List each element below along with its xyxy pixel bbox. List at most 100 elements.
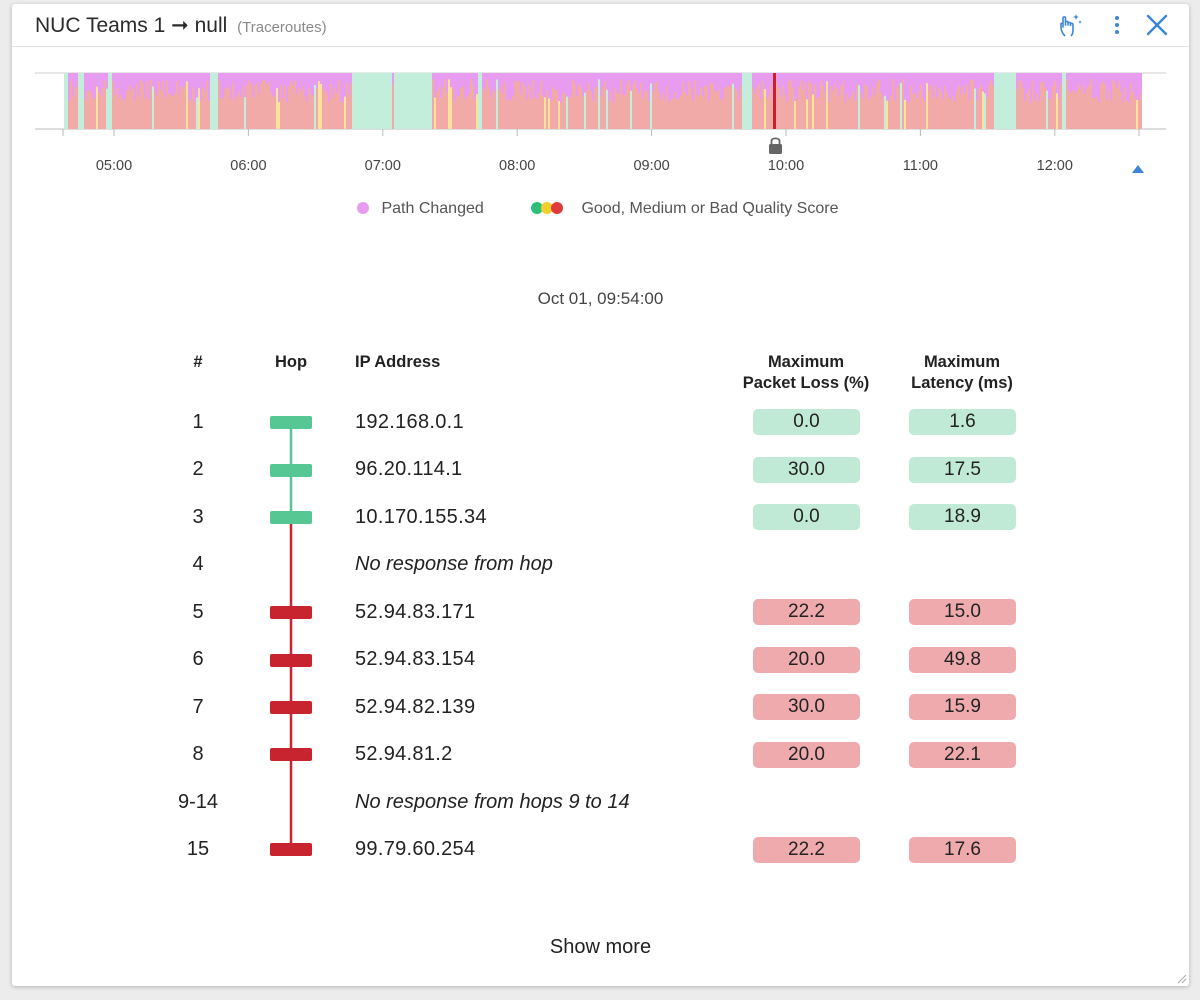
path-changed-mark xyxy=(1124,73,1126,88)
path-changed-mark xyxy=(326,73,328,94)
timeline-bar xyxy=(1012,73,1014,129)
col-header-packet-loss-line1: Maximum xyxy=(767,353,845,371)
path-changed-mark xyxy=(634,73,636,82)
timeline-bar xyxy=(540,73,542,129)
timeline-bar xyxy=(516,73,518,129)
timeline-bar xyxy=(178,73,180,129)
timeline-bar xyxy=(220,73,222,129)
path-changed-mark xyxy=(500,73,502,86)
timeline-bar xyxy=(1064,73,1066,129)
timeline-bar xyxy=(180,73,182,129)
timeline-bar xyxy=(524,73,526,129)
timeline-bar xyxy=(120,73,122,129)
scroll-up-icon[interactable] xyxy=(1132,165,1144,173)
timeline-bar xyxy=(836,73,838,129)
timeline-bar xyxy=(726,73,728,129)
path-changed-mark xyxy=(762,73,764,82)
timeline-bar xyxy=(1024,73,1026,129)
path-changed-mark xyxy=(1046,73,1048,91)
resize-handle-icon[interactable] xyxy=(1177,974,1187,984)
path-changed-mark xyxy=(1054,73,1056,81)
path-changed-mark xyxy=(662,73,664,94)
path-changed-mark xyxy=(886,73,888,101)
path-changed-mark xyxy=(1038,73,1040,101)
col-header-latency-line2: Latency (ms) xyxy=(911,374,1013,392)
path-changed-mark xyxy=(652,73,654,92)
timeline-bar xyxy=(244,73,246,129)
path-changed-mark xyxy=(1042,73,1044,82)
timeline-bar xyxy=(520,73,522,129)
path-changed-mark xyxy=(988,73,990,86)
timeline-bar xyxy=(728,73,730,129)
timeline-bar xyxy=(242,73,244,129)
path-changed-mark xyxy=(696,73,698,96)
timeline-bar xyxy=(460,73,462,129)
timeline-bar xyxy=(132,73,134,129)
path-changed-mark xyxy=(342,73,344,103)
path-changed-mark xyxy=(714,73,716,91)
timeline-bar xyxy=(174,73,176,129)
touch-sparkle-icon[interactable] xyxy=(1057,12,1083,38)
path-changed-mark xyxy=(698,73,700,95)
timeline-bar xyxy=(700,73,702,129)
panel-title-text: NUC Teams 1 ➞ null xyxy=(35,14,228,37)
path-changed-mark xyxy=(852,73,854,92)
timeline-bar xyxy=(434,73,436,129)
col-header-packet-loss: Maximum Packet Loss (%) xyxy=(726,352,886,394)
path-changed-mark xyxy=(850,73,852,97)
path-changed-mark xyxy=(138,73,140,97)
path-changed-mark xyxy=(222,73,224,98)
timeline-bar xyxy=(590,73,592,129)
close-icon[interactable] xyxy=(1144,12,1170,38)
timeline-bar xyxy=(686,73,688,129)
path-changed-mark xyxy=(244,73,246,98)
path-changed-mark xyxy=(332,73,334,98)
path-changed-mark xyxy=(274,73,276,97)
path-changed-mark xyxy=(1096,73,1098,97)
timeline-bar xyxy=(708,73,710,129)
timeline-bar xyxy=(302,73,304,129)
timeline-bar xyxy=(608,73,610,129)
more-vert-icon[interactable] xyxy=(1104,12,1130,38)
path-changed-mark xyxy=(448,73,450,80)
path-changed-mark xyxy=(460,73,462,89)
timeline-bar xyxy=(270,73,272,129)
timeline-chart[interactable]: 05:00 06:00 07:00 08:00 09:00 10:00 11:00 12:00 xyxy=(12,64,1189,194)
timeline-bar xyxy=(958,73,960,129)
timeline-bar xyxy=(736,73,738,129)
path-changed-mark xyxy=(84,73,86,100)
path-changed-mark xyxy=(864,73,866,85)
timeline-bar xyxy=(1130,73,1132,129)
timeline-bar xyxy=(566,73,568,129)
path-changed-mark xyxy=(666,73,668,86)
timeline-bar xyxy=(384,73,386,129)
timeline-bar xyxy=(780,73,782,129)
path-changed-mark xyxy=(638,73,640,94)
timeline-bar xyxy=(102,73,104,129)
path-changed-mark xyxy=(974,73,976,89)
packet-loss-value: 30.0 xyxy=(753,694,860,720)
timeline-bar xyxy=(250,73,252,129)
timeline-bar xyxy=(336,73,338,129)
timeline-bar xyxy=(950,73,952,129)
path-changed-mark xyxy=(126,73,128,91)
timeline-bar xyxy=(392,73,394,129)
path-changed-mark xyxy=(494,73,496,92)
path-changed-mark xyxy=(458,73,460,97)
path-changed-mark xyxy=(926,73,928,84)
path-changed-mark xyxy=(664,73,666,100)
path-changed-mark xyxy=(226,73,228,89)
path-changed-mark xyxy=(168,73,170,94)
path-changed-mark xyxy=(732,73,734,84)
timeline-bar xyxy=(968,73,970,129)
timeline-bar xyxy=(626,73,628,129)
show-more-button[interactable]: Show more xyxy=(549,936,652,958)
path-changed-mark xyxy=(954,73,956,102)
timeline-bar xyxy=(64,73,66,129)
path-changed-mark xyxy=(574,73,576,85)
timeline-bar xyxy=(288,73,290,129)
timeline-bar xyxy=(1114,73,1116,129)
path-changed-mark xyxy=(860,73,862,94)
path-changed-mark xyxy=(812,73,814,95)
timeline-bars[interactable] xyxy=(64,73,1142,129)
